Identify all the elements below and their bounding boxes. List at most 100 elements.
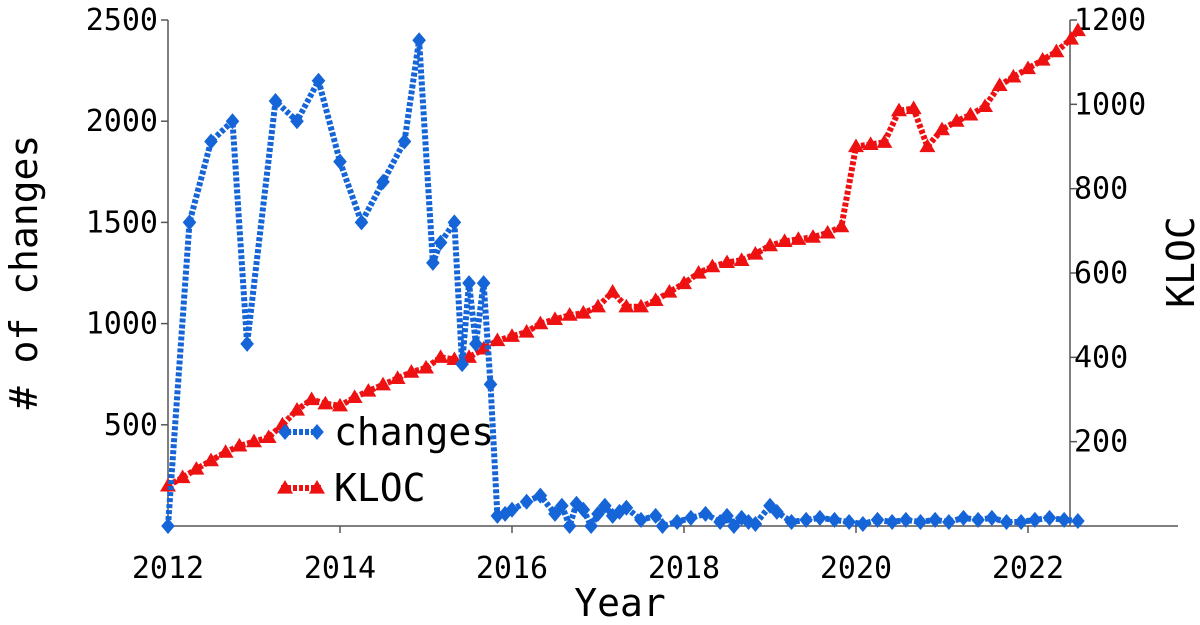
legend: changes KLOC <box>277 410 494 510</box>
x-axis-title: Year <box>574 581 666 625</box>
data-point-changes <box>483 376 498 393</box>
data-point-kloc <box>532 315 549 330</box>
data-point-kloc <box>375 376 391 391</box>
data-point-kloc <box>747 246 764 260</box>
data-point-kloc <box>962 106 979 121</box>
data-point-changes <box>713 513 727 530</box>
x-tick-label: 2016 <box>476 551 548 586</box>
legend-marker <box>278 424 292 440</box>
data-point-kloc <box>1069 22 1086 37</box>
data-point-kloc <box>891 102 907 117</box>
data-point-changes <box>698 505 713 522</box>
data-point-changes <box>290 113 304 130</box>
data-point-kloc <box>504 328 520 342</box>
right-y-tick-label: 1200 <box>1074 3 1146 38</box>
data-point-changes <box>1042 509 1057 526</box>
legend-marker <box>277 480 293 494</box>
x-tick-label: 2020 <box>820 551 892 586</box>
left-y-axis-title: # of changes <box>2 135 46 410</box>
data-point-changes <box>433 234 448 251</box>
data-point-changes <box>268 92 283 109</box>
data-point-changes <box>734 509 749 526</box>
data-point-changes <box>605 507 620 524</box>
data-point-changes <box>942 513 956 530</box>
data-point-kloc <box>174 469 191 484</box>
data-point-changes <box>1028 511 1042 528</box>
data-point-changes <box>684 509 698 526</box>
data-point-changes <box>533 487 548 504</box>
right-y-axis-title: KLOC <box>1159 216 1200 308</box>
data-point-kloc <box>518 324 535 338</box>
data-point-changes <box>161 518 175 534</box>
x-tick-label: 2018 <box>648 551 720 586</box>
data-point-kloc <box>1048 43 1065 58</box>
data-point-changes <box>426 254 440 271</box>
data-point-kloc <box>403 364 420 378</box>
x-tick-label: 2022 <box>992 551 1064 586</box>
data-point-changes <box>498 505 512 522</box>
data-point-kloc <box>690 265 707 279</box>
data-point-kloc <box>991 77 1008 91</box>
x-tick-labels: 2012 2014 2016 2018 2020 2022 <box>132 526 1064 586</box>
data-point-kloc <box>561 307 578 321</box>
left-y-tick-label: 1500 <box>86 205 158 240</box>
data-point-changes <box>856 515 870 532</box>
data-point-changes <box>985 509 999 526</box>
data-point-kloc <box>604 283 621 298</box>
data-point-kloc <box>934 121 950 136</box>
data-point-kloc <box>1005 68 1022 83</box>
data-point-changes <box>562 518 577 534</box>
data-point-kloc <box>203 452 219 467</box>
data-point-kloc <box>489 332 506 347</box>
data-point-kloc <box>647 292 664 307</box>
legend-label: changes <box>334 410 494 454</box>
data-point-changes <box>397 133 412 150</box>
left-y-tick-label: 1000 <box>86 307 158 342</box>
data-point-changes <box>913 513 928 530</box>
data-point-changes <box>655 518 670 534</box>
data-point-changes <box>619 499 634 516</box>
data-point-changes <box>670 513 684 530</box>
data-point-kloc <box>317 395 334 410</box>
data-point-changes <box>784 513 799 530</box>
series-layer <box>160 22 1086 534</box>
data-point-changes <box>591 505 605 522</box>
data-point-kloc <box>289 402 305 416</box>
data-point-changes <box>462 275 476 292</box>
series-kloc <box>160 22 1086 492</box>
left-y-tick-label: 500 <box>104 408 158 443</box>
data-point-changes <box>928 511 942 528</box>
legend-label: KLOC <box>334 466 426 510</box>
data-point-changes <box>827 511 842 528</box>
data-point-changes <box>971 511 985 528</box>
data-point-changes <box>412 32 426 49</box>
right-y-tick-label: 200 <box>1074 425 1128 460</box>
data-point-changes <box>598 497 612 514</box>
data-point-kloc <box>948 113 965 127</box>
data-point-kloc <box>575 305 592 319</box>
data-point-kloc <box>905 100 922 115</box>
series-changes <box>161 32 1085 534</box>
x-tick-label: 2012 <box>132 551 204 586</box>
data-point-changes <box>1014 513 1028 530</box>
data-point-kloc <box>418 359 434 374</box>
left-y-tick-label: 2000 <box>86 104 158 139</box>
data-point-changes <box>634 511 648 528</box>
data-point-changes <box>204 133 218 150</box>
data-point-changes <box>612 503 627 520</box>
data-point-changes <box>748 515 763 532</box>
data-point-changes <box>727 518 741 534</box>
data-point-kloc <box>260 429 277 444</box>
data-point-kloc <box>862 136 879 150</box>
data-point-changes <box>555 497 569 514</box>
data-point-kloc <box>1034 52 1051 66</box>
data-point-changes <box>447 214 462 231</box>
data-point-changes <box>354 214 369 231</box>
data-point-changes <box>225 113 240 130</box>
right-y-tick-labels: 200 400 600 800 1000 1200 <box>1070 3 1146 460</box>
data-point-kloc <box>590 298 606 313</box>
data-point-changes <box>476 275 491 292</box>
series-line-changes <box>165 37 1079 529</box>
data-point-changes <box>455 356 469 373</box>
data-point-kloc <box>303 391 320 406</box>
